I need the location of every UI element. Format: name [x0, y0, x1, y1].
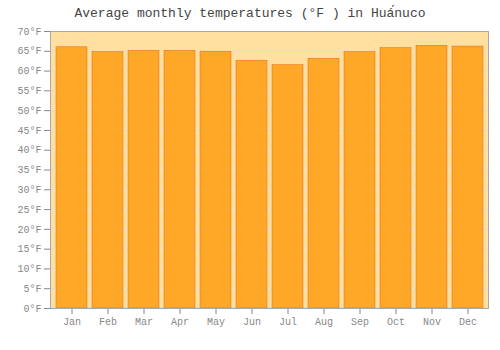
- svg-text:30°F: 30°F: [17, 185, 41, 196]
- svg-text:Jul: Jul: [279, 317, 297, 328]
- svg-text:55°F: 55°F: [17, 86, 41, 97]
- svg-text:35°F: 35°F: [17, 165, 41, 176]
- svg-text:May: May: [207, 317, 225, 328]
- svg-text:40°F: 40°F: [17, 145, 41, 156]
- svg-text:25°F: 25°F: [17, 205, 41, 216]
- svg-text:Jan: Jan: [63, 317, 81, 328]
- svg-text:20°F: 20°F: [17, 225, 41, 236]
- svg-text:5°F: 5°F: [23, 284, 41, 295]
- svg-text:Oct: Oct: [387, 317, 405, 328]
- svg-text:Sep: Sep: [351, 317, 369, 328]
- svg-text:Apr: Apr: [171, 317, 189, 328]
- svg-text:10°F: 10°F: [17, 264, 41, 275]
- svg-text:Dec: Dec: [459, 317, 477, 328]
- svg-text:Aug: Aug: [315, 317, 333, 328]
- svg-text:70°F: 70°F: [17, 27, 41, 38]
- svg-text:15°F: 15°F: [17, 244, 41, 255]
- svg-text:0°F: 0°F: [23, 304, 41, 315]
- svg-text:Feb: Feb: [99, 317, 117, 328]
- svg-text:Nov: Nov: [423, 317, 441, 328]
- svg-text:Jun: Jun: [243, 317, 261, 328]
- svg-text:60°F: 60°F: [17, 66, 41, 77]
- svg-text:65°F: 65°F: [17, 46, 41, 57]
- svg-text:Mar: Mar: [135, 317, 153, 328]
- svg-text:45°F: 45°F: [17, 126, 41, 137]
- html-text:Average monthly temperatures (: Average monthly temperatures (°F ) in Hu…: [74, 6, 426, 21]
- svg-text:50°F: 50°F: [17, 106, 41, 117]
